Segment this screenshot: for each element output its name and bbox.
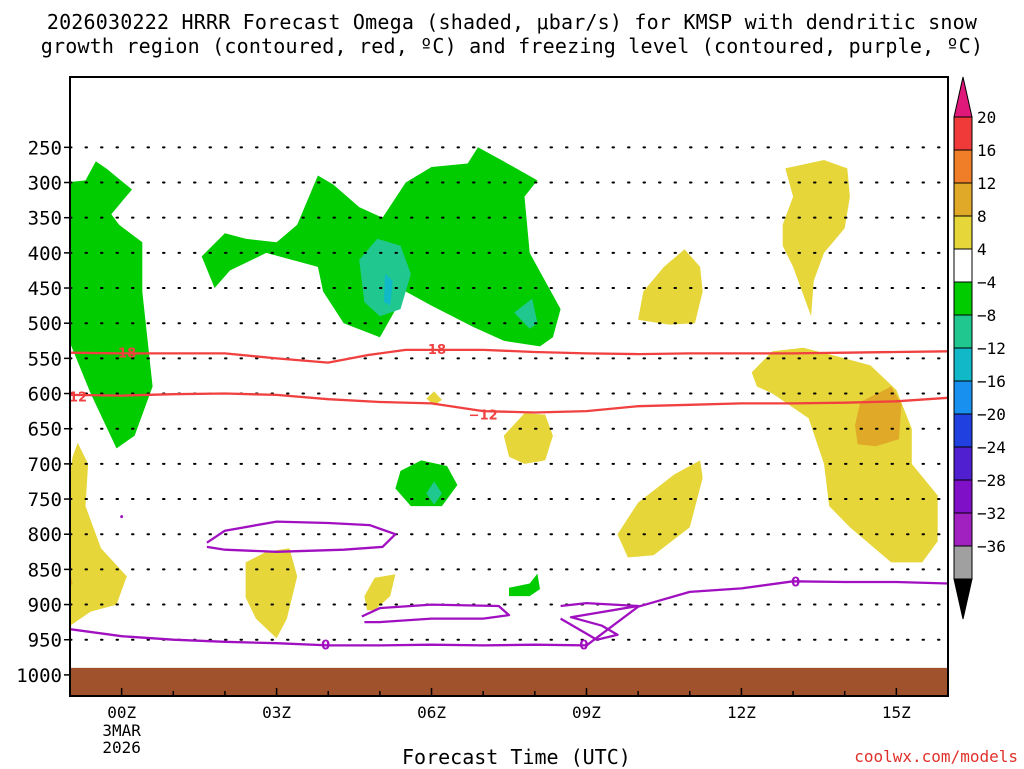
teal-region-mid xyxy=(426,481,442,505)
y-tick-label-700: 700 xyxy=(28,454,62,476)
colorbar-swatch-9 xyxy=(953,413,973,448)
ground-layer xyxy=(71,667,947,696)
x-date-label-0: 3MAR xyxy=(102,721,141,740)
colorbar-label-11: −28 xyxy=(977,471,1006,490)
freezing-loop-06z xyxy=(361,603,511,624)
colorbar-label-3: 8 xyxy=(977,207,987,226)
y-tick-label-650: 650 xyxy=(28,419,62,441)
colorbar-swatch-5 xyxy=(953,281,973,316)
green-region-small xyxy=(509,573,540,597)
x-tick-label-15: 15Z xyxy=(882,703,911,722)
temperature-contours: −18 −18 −12 −12 0 0 0 xyxy=(58,343,948,654)
colorbar-label-12: −32 xyxy=(977,504,1006,523)
omega-shading xyxy=(70,147,938,639)
x-axis-label: Forecast Time (UTC) xyxy=(402,745,631,769)
y-tick-label-500: 500 xyxy=(28,313,62,335)
y-tick-label-550: 550 xyxy=(28,348,62,370)
colorbar-swatch-3 xyxy=(953,215,973,250)
credit-link[interactable]: coolwx.com/models xyxy=(854,747,1018,766)
colorbar-label-4: 4 xyxy=(977,240,987,259)
colorbar-swatch-7 xyxy=(953,347,973,382)
x-tick-label-12: 12Z xyxy=(727,703,756,722)
x-date-label-1: 2026 xyxy=(102,738,141,757)
y-tick-label-1000: 1000 xyxy=(16,665,62,687)
freezing-loop-03z xyxy=(206,520,397,553)
green-region-left xyxy=(70,161,153,449)
yellow-region-05z xyxy=(364,574,396,611)
x-tick-label-0: 00Z xyxy=(107,703,136,722)
contour-label--12-0: −12 xyxy=(58,390,87,405)
yellow-region-06z-tiny xyxy=(426,391,442,406)
teal-region-right xyxy=(514,298,538,329)
yellow-region-11z xyxy=(638,249,703,325)
chart-title-line1: 2026030222 HRRR Forecast Omega (shaded, … xyxy=(46,10,978,34)
colorbar-swatch-0 xyxy=(953,116,973,151)
y-tick-label-350: 350 xyxy=(28,208,62,230)
colorbar-label-5: −4 xyxy=(977,273,996,292)
green-region-mid xyxy=(395,460,458,507)
freezing-dot xyxy=(120,515,124,519)
colorbar-label-2: 12 xyxy=(977,174,996,193)
plot-border xyxy=(69,76,949,697)
y-tick-label-300: 300 xyxy=(28,173,62,195)
cyan-region-upper xyxy=(384,274,393,306)
y-tick-label-900: 900 xyxy=(28,595,62,617)
yellow-region-03z xyxy=(245,548,298,639)
colorbar-label-8: −16 xyxy=(977,372,1006,391)
colorbar-top-arrow xyxy=(953,76,973,118)
plot-frame xyxy=(69,76,949,697)
colorbar-label-10: −24 xyxy=(977,438,1006,457)
colorbar-swatch-6 xyxy=(953,314,973,349)
colorbar-label-0: 20 xyxy=(977,108,996,127)
yellow-region-left xyxy=(70,442,127,626)
colorbar-swatch-1 xyxy=(953,149,973,184)
colorbar-label-9: −20 xyxy=(977,405,1006,424)
y-tick-label-750: 750 xyxy=(28,489,62,511)
contour-line-0 xyxy=(70,580,948,647)
colorbar: 20 16 12 8 4 −4 −8 −12 −16 −20 −24 −28 −32 −36 xyxy=(953,76,1006,620)
y-tick-label-800: 800 xyxy=(28,524,62,546)
colorbar-swatch-2 xyxy=(953,182,973,217)
yellow-region-08z xyxy=(503,413,553,464)
colorbar-swatch-8 xyxy=(953,380,973,415)
x-tick-label-9: 09Z xyxy=(572,703,601,722)
colorbar-label-7: −12 xyxy=(977,339,1006,358)
freezing-loop-09z xyxy=(560,601,640,641)
colorbar-swatch-12 xyxy=(953,512,973,547)
contour-label--18-0: −18 xyxy=(107,347,136,362)
colorbar-swatch-10 xyxy=(953,446,973,481)
y-tick-label-400: 400 xyxy=(28,243,62,265)
colorbar-label-13: −36 xyxy=(977,537,1006,556)
colorbar-swatch-13 xyxy=(953,545,973,580)
contour-label-0-1: 0 xyxy=(579,639,588,654)
yellow-region-upper-right xyxy=(782,160,850,317)
contour-label--18-1: −18 xyxy=(417,343,446,358)
chart-title-line2: growth region (contoured, red, ºC) and f… xyxy=(40,34,984,58)
colorbar-bottom-arrow xyxy=(953,578,973,620)
contour-label--12-1: −12 xyxy=(469,409,498,424)
ground-fill xyxy=(71,667,947,696)
yellow-region-10z xyxy=(617,460,703,558)
y-tick-label-600: 600 xyxy=(28,384,62,406)
contour-line--12 xyxy=(70,392,948,414)
y-tick-label-450: 450 xyxy=(28,278,62,300)
contour-line--18 xyxy=(70,348,948,364)
y-axis: 250 300 350 400 450 500 550 600 650 700 750 800 850 9… xyxy=(16,137,70,687)
x-tick-label-3: 03Z xyxy=(262,703,291,722)
colorbar-swatch-11 xyxy=(953,479,973,514)
y-tick-label-850: 850 xyxy=(28,559,62,581)
x-tick-label-6: 06Z xyxy=(417,703,446,722)
y-tick-label-250: 250 xyxy=(28,137,62,159)
contour-label-0-0: 0 xyxy=(321,639,330,654)
y-tick-label-950: 950 xyxy=(28,630,62,652)
colorbar-label-1: 16 xyxy=(977,141,996,160)
yellow-region-right xyxy=(751,347,938,563)
contour-label-0-2: 0 xyxy=(791,575,800,590)
colorbar-label-6: −8 xyxy=(977,306,996,325)
colorbar-swatch-4 xyxy=(953,248,973,283)
